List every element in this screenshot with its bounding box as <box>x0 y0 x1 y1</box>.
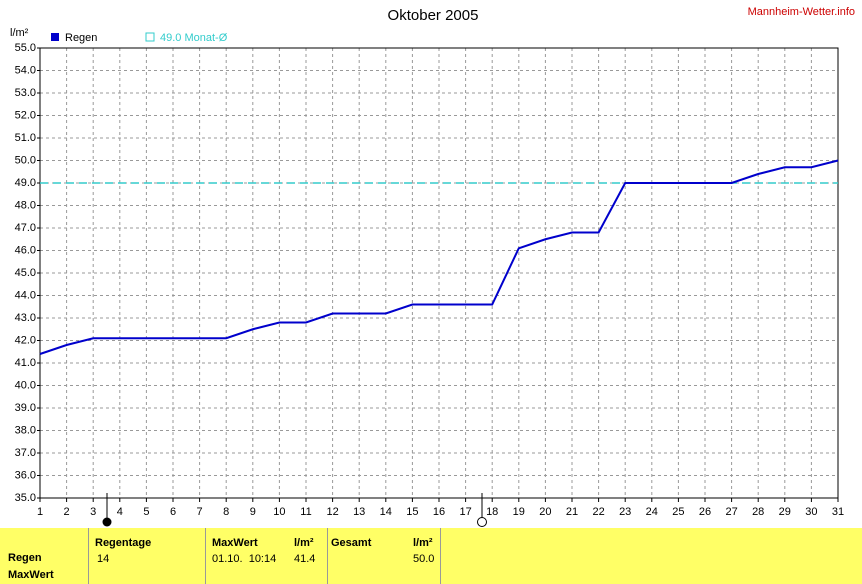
x-tick-label: 6 <box>170 506 176 518</box>
y-tick-label: 46.0 <box>15 244 36 256</box>
x-tick-label: 10 <box>273 506 285 518</box>
x-tick-label: 14 <box>380 506 392 518</box>
x-tick-label: 22 <box>592 506 604 518</box>
col-header: l/m² <box>294 537 314 549</box>
cell: 14 <box>97 553 110 565</box>
x-tick-label: 15 <box>406 506 418 518</box>
y-tick-label: 48.0 <box>15 199 36 211</box>
cell: 41.4 <box>294 553 316 565</box>
x-tick-label: 20 <box>539 506 551 518</box>
col-header: Regentage <box>95 537 152 549</box>
y-tick-label: 47.0 <box>15 222 36 234</box>
cell: 50.0 <box>413 553 435 565</box>
x-tick-label: 26 <box>699 506 711 518</box>
row-label: MaxWert <box>8 569 54 581</box>
legend-label: Regen <box>65 32 97 44</box>
y-tick-label: 43.0 <box>15 312 36 324</box>
x-tick-label: 27 <box>725 506 737 518</box>
x-tick-label: 24 <box>646 506 658 518</box>
x-tick-label: 13 <box>353 506 365 518</box>
y-tick-label: 41.0 <box>15 357 36 369</box>
y-tick-label: 42.0 <box>15 334 36 346</box>
x-tick-label: 19 <box>513 506 525 518</box>
col-header: MaxWert <box>212 537 258 549</box>
cell: 01.10. 10:14 <box>212 553 277 565</box>
new-moon-icon <box>477 517 487 527</box>
x-tick-label: 28 <box>752 506 764 518</box>
source: Mannheim-Wetter.info <box>748 6 855 18</box>
y-tick-label: 45.0 <box>15 267 36 279</box>
x-tick-label: 30 <box>805 506 817 518</box>
x-tick-label: 29 <box>779 506 791 518</box>
separator <box>88 528 89 584</box>
x-tick-label: 5 <box>143 506 149 518</box>
x-tick-label: 2 <box>64 506 70 518</box>
chart: Oktober 2005 Mannheim-Wetter.info l/m² R… <box>10 6 855 527</box>
row-label: Regen <box>8 552 42 564</box>
legend-label: 49.0 Monat-Ø <box>160 32 228 44</box>
separator <box>327 528 328 584</box>
plot-border <box>39 47 839 499</box>
y-tick-label: 54.0 <box>15 64 36 76</box>
col-header: l/m² <box>413 537 433 549</box>
legend-swatch <box>145 32 155 42</box>
separator <box>205 528 206 584</box>
legend-swatch <box>51 33 59 41</box>
x-tick-label: 23 <box>619 506 631 518</box>
x-tick-label: 18 <box>486 506 498 518</box>
y-tick-label: 55.0 <box>15 42 36 54</box>
x-tick-label: 12 <box>326 506 338 518</box>
x-tick-label: 16 <box>433 506 445 518</box>
x-tick-label: 17 <box>459 506 471 518</box>
full-moon-icon <box>102 517 112 527</box>
x-tick-label: 4 <box>117 506 123 518</box>
y-tick-label: 53.0 <box>15 87 36 99</box>
x-tick-label: 9 <box>250 506 256 518</box>
y-tick-label: 38.0 <box>15 424 36 436</box>
x-tick-label: 11 <box>300 506 311 518</box>
y-tick-label: 52.0 <box>15 109 36 121</box>
y-tick-label: 35.0 <box>15 492 36 504</box>
col-header: Gesamt <box>331 537 372 549</box>
y-tick-label: 37.0 <box>15 447 36 459</box>
y-tick-label: 50.0 <box>15 154 36 166</box>
separator <box>440 528 441 584</box>
y-tick-label: 39.0 <box>15 402 36 414</box>
summary-table: Regen MaxWert Regentage 14 MaxWert l/m² … <box>0 528 862 584</box>
chart-title: Oktober 2005 <box>388 7 479 24</box>
x-tick-label: 21 <box>566 506 578 518</box>
data-line <box>39 159 839 355</box>
x-tick-label: 31 <box>832 506 844 518</box>
y-tick-label: 44.0 <box>15 289 36 301</box>
y-tick-label: 36.0 <box>15 469 36 481</box>
x-tick-label: 3 <box>90 506 96 518</box>
y-tick-label: 49.0 <box>15 177 36 189</box>
x-tick-label: 8 <box>223 506 229 518</box>
x-tick-label: 7 <box>197 506 203 518</box>
y-axis-label: l/m² <box>10 27 29 39</box>
y-tick-label: 40.0 <box>15 379 36 391</box>
x-tick-label: 1 <box>37 506 43 518</box>
x-tick-label: 25 <box>672 506 684 518</box>
y-tick-label: 51.0 <box>15 132 36 144</box>
